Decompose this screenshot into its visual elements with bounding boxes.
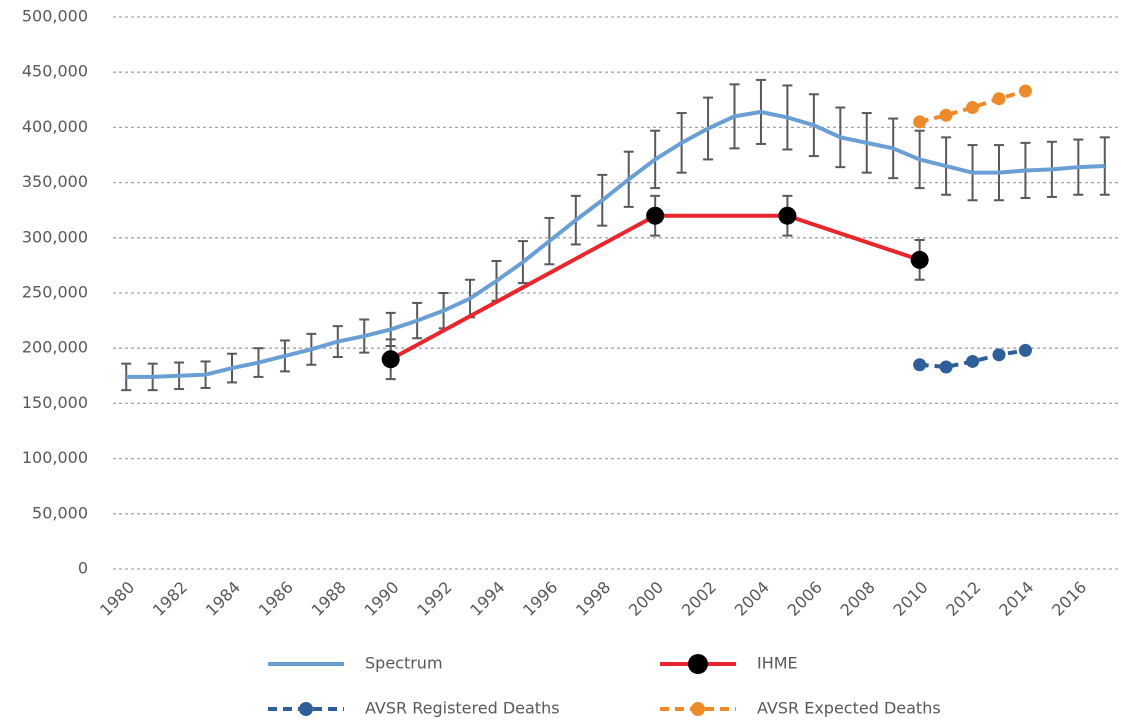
marker [778,206,797,225]
x-tick-label: 1994 [466,578,508,620]
marker [913,358,927,372]
marker [910,250,929,269]
y-tick-label: 300,000 [22,227,88,246]
x-tick-label: 1980 [96,578,138,620]
x-tick-label: 1996 [519,578,561,620]
y-tick-label: 200,000 [22,338,88,357]
y-tick-label: 250,000 [22,283,88,302]
x-tick-label: 2014 [995,578,1037,620]
x-tick-label: 2004 [731,578,773,620]
x-tick-label: 1992 [413,578,455,620]
x-tick-label: 2002 [678,578,720,620]
marker [939,108,953,122]
series-line [389,213,921,361]
legend-marker [299,702,313,716]
marker [966,101,980,115]
legend-label: AVSR Registered Deaths [365,699,560,718]
x-tick-label: 2000 [625,578,667,620]
marker [913,115,927,129]
y-tick-label: 100,000 [22,448,88,467]
x-tick-label: 1984 [202,578,244,620]
x-tick-label: 2010 [889,578,931,620]
y-tick-label: 0 [78,559,88,578]
legend-marker [688,654,708,674]
y-tick-label: 500,000 [22,7,88,26]
x-tick-label: 2008 [837,578,879,620]
marker [381,350,400,369]
legend-item: AVSR Registered Deaths [268,699,560,718]
legend-marker [691,702,705,716]
y-tick-label: 150,000 [22,393,88,412]
legend-item: Spectrum [268,654,443,673]
legend-item: AVSR Expected Deaths [660,699,941,718]
y-tick-label: 50,000 [32,503,88,522]
marker [1018,343,1032,357]
marker [966,354,980,368]
y-tick-label: 400,000 [22,117,88,136]
series-line [919,89,1026,124]
y-tick-label: 350,000 [22,172,88,191]
marker [1018,84,1032,98]
marker [992,92,1006,106]
legend-item: IHME [660,654,798,674]
series-line [126,109,1105,379]
marker [992,348,1006,362]
marker [646,206,665,225]
x-tick-label: 1986 [255,578,297,620]
marker [939,360,953,374]
x-tick-label: 1988 [308,578,350,620]
y-tick-label: 450,000 [22,62,88,81]
x-tick-label: 1990 [360,578,402,620]
x-tick-label: 2012 [942,578,984,620]
x-tick-label: 1998 [572,578,614,620]
legend-label: Spectrum [365,654,443,673]
x-tick-label: 2006 [784,578,826,620]
legend-label: AVSR Expected Deaths [757,699,941,718]
x-tick-label: 2016 [1048,578,1090,620]
x-tick-label: 1982 [149,578,191,620]
legend-label: IHME [757,654,798,673]
